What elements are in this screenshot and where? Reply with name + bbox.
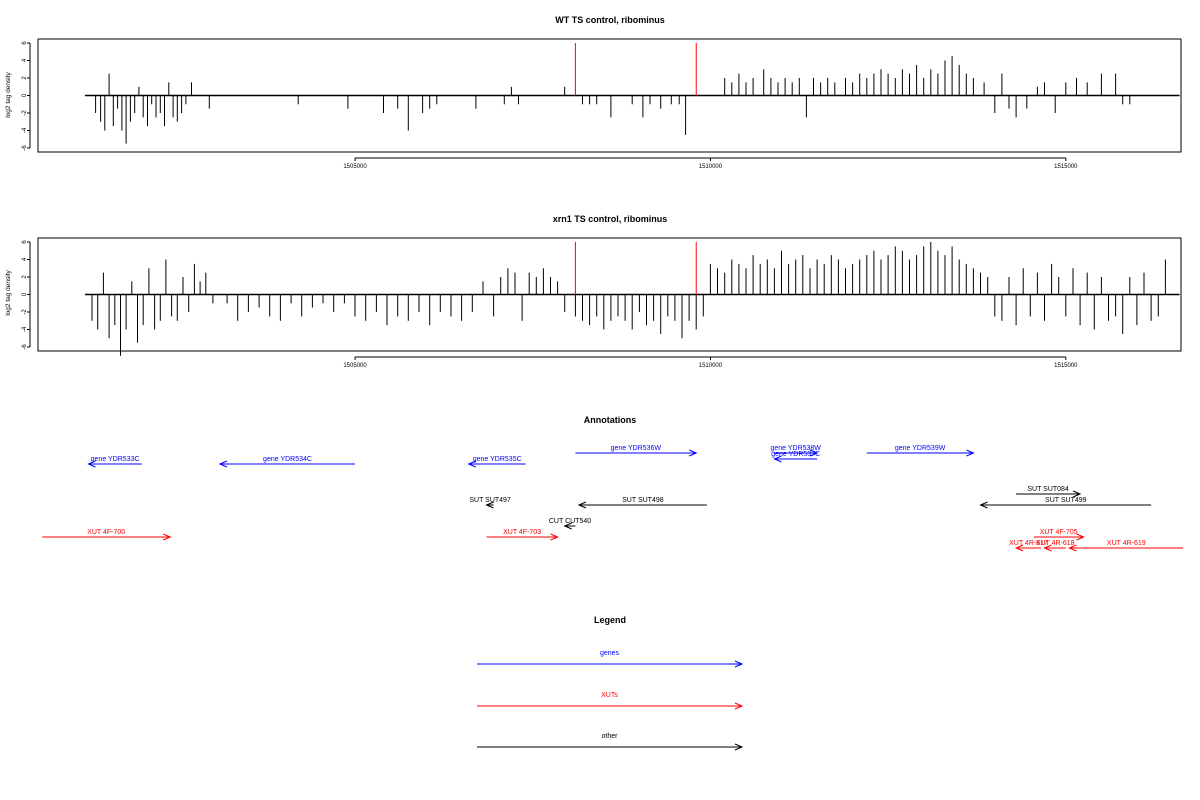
xrn1-density-panel: xrn1 TS control, ribominus -6 -4 -2 0 2 4 6 15… [5, 214, 1182, 369]
xut-feature-label: XUT 4R-617 [1009, 540, 1048, 547]
annotations-track: Annotations gene YDR533C gene YDR534C gene… [42, 415, 1184, 552]
xut-feature-arrowhead [1076, 533, 1085, 541]
y-tick-label: -4 [22, 127, 28, 133]
y-tick-label: 4 [22, 257, 28, 261]
other-feature-arrowhead [1072, 490, 1082, 498]
gene-feature-arrowhead [87, 460, 96, 468]
xut-feature-arrowhead [550, 533, 559, 541]
xrn1-y-axis-label: log2 tag density [5, 269, 12, 315]
wt-y-axis-label: log2 tag density [5, 71, 12, 117]
x-tick-label: 1505000 [343, 363, 367, 369]
y-tick-label: 4 [22, 58, 28, 62]
wt-y-axis: -6 -4 -2 0 2 4 6 [22, 41, 31, 151]
y-tick-label: 0 [22, 292, 28, 296]
xut-feature-label: XUT 4F-705 [1040, 529, 1078, 536]
annotations-title: Annotations [584, 415, 637, 425]
wt-x-axis: 1505000 1510000 1515000 [343, 157, 1078, 170]
wt-density-panel: WT TS control, ribominus -6 -4 -2 0 2 4 6 1505… [5, 15, 1182, 170]
y-tick-label: -6 [22, 145, 28, 151]
y-tick-label: 2 [22, 275, 28, 279]
y-tick-label: 0 [22, 93, 28, 97]
gene-feature-arrowhead [809, 449, 819, 457]
y-tick-label: -6 [22, 344, 28, 350]
gene-feature-arrowhead [773, 455, 782, 463]
xrn1-plot-frame [37, 237, 1182, 352]
gene-feature-label: gene YDR533C [91, 456, 140, 463]
x-tick-label: 1510000 [699, 164, 723, 170]
xut-feature-arrowhead [1014, 544, 1024, 552]
xrn1-x-axis: 1505000 1510000 1515000 [343, 356, 1078, 369]
annotation-features: gene YDR533C gene YDR534C gene YDR535C gene… [42, 445, 1184, 552]
y-tick-label: 6 [22, 41, 28, 45]
other-feature-arrowhead [563, 522, 572, 530]
wt-panel-title: WT TS control, ribominus [555, 15, 665, 25]
legend: Legend genes XUTs other [477, 615, 744, 751]
legend-arrowhead [734, 702, 744, 710]
xrn1-panel-title: xrn1 TS control, ribominus [553, 214, 668, 224]
gene-feature-label: gene YDR537C [771, 451, 820, 458]
legend-arrowhead [734, 743, 744, 751]
gene-feature-label: gene YDR538W [770, 445, 821, 452]
other-feature-arrowhead [485, 501, 494, 509]
y-tick-label: 2 [22, 76, 28, 80]
gene-feature-label: gene YDR534C [263, 456, 312, 463]
gene-feature-label: gene YDR535C [473, 456, 522, 463]
y-tick-label: -2 [22, 110, 28, 116]
other-feature-arrowhead [979, 501, 988, 509]
legend-title: Legend [594, 615, 626, 625]
y-tick-label: -2 [22, 309, 28, 315]
xut-feature-label: XUT 4R-619 [1107, 540, 1146, 547]
gene-feature-arrowhead [689, 449, 698, 457]
gene-feature-arrowhead [467, 460, 476, 468]
y-tick-label: 6 [22, 240, 28, 244]
legend-label: other [602, 733, 619, 740]
xut-feature-arrowhead [1068, 544, 1077, 552]
gene-feature-arrowhead [218, 460, 228, 468]
gene-feature-arrowhead [966, 449, 975, 457]
x-tick-label: 1515000 [1054, 363, 1078, 369]
xut-feature-label: XUT 4F-700 [87, 529, 125, 536]
gene-feature-label: gene YDR539W [895, 445, 946, 452]
other-feature-arrowhead [577, 501, 587, 509]
xut-feature-arrowhead [163, 533, 172, 541]
gene-feature-label: gene YDR536W [611, 445, 662, 452]
legend-items: genes XUTs other [477, 650, 744, 751]
legend-arrowhead [734, 660, 744, 668]
xut-feature-label: XUT 4F-703 [503, 529, 541, 536]
xut-feature-arrowhead [1043, 544, 1052, 552]
x-tick-label: 1515000 [1054, 164, 1078, 170]
xrn1-y-axis: -6 -4 -2 0 2 4 6 [22, 240, 31, 350]
y-tick-label: -4 [22, 326, 28, 332]
other-feature-label: SUT SUT084 [1027, 486, 1069, 493]
x-tick-label: 1510000 [699, 363, 723, 369]
xrn1-bars [84, 242, 1180, 356]
legend-label: genes [600, 650, 620, 657]
legend-label: XUTs [601, 692, 618, 699]
other-feature-label: CUT CUT540 [549, 518, 591, 525]
other-feature-label: SUT SUT499 [1045, 497, 1087, 504]
xut-feature-label: XUT 4R-618 [1036, 540, 1075, 547]
wt-bars [84, 43, 1180, 144]
x-tick-label: 1505000 [343, 164, 367, 170]
wt-plot-frame [37, 38, 1182, 153]
other-feature-label: SUT SUT497 [469, 497, 511, 504]
other-feature-label: SUT SUT498 [622, 497, 664, 504]
